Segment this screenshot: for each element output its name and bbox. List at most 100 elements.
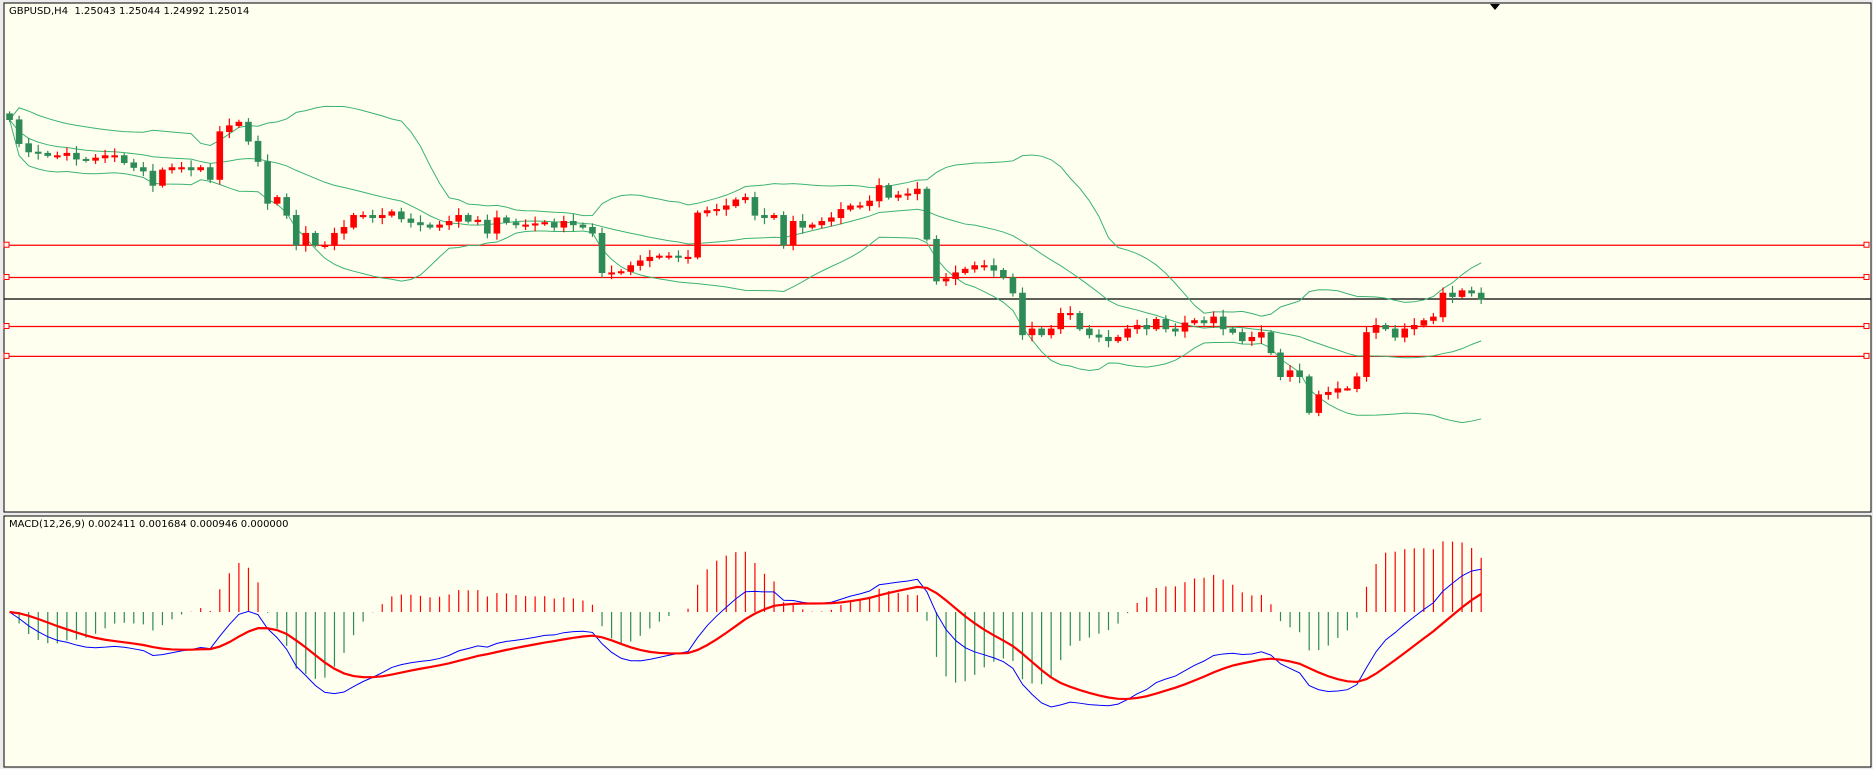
candle-body <box>1449 292 1456 297</box>
macd-layer <box>9 541 1482 708</box>
candle-body <box>1372 324 1380 333</box>
candle-body <box>608 272 615 275</box>
macd-panel <box>3 515 1872 768</box>
hline-handle-left <box>3 241 10 248</box>
candle-body <box>321 244 329 248</box>
candle-body <box>1344 388 1351 391</box>
candle-body <box>120 155 128 164</box>
candle-body <box>627 265 634 272</box>
candle-body <box>1277 352 1284 377</box>
candle-body <box>168 167 176 171</box>
candle-body <box>665 255 673 258</box>
candle-body <box>1162 319 1170 330</box>
candle-body <box>445 221 453 226</box>
candle-body <box>512 222 520 226</box>
candle-body <box>474 219 482 222</box>
price-layer <box>3 105 1871 424</box>
candle-body <box>847 205 854 210</box>
candle-body <box>761 215 768 219</box>
candle-body <box>254 140 262 162</box>
candle-body <box>713 209 721 212</box>
candle-body <box>1009 277 1017 294</box>
candle-body <box>1095 334 1103 338</box>
candle-body <box>1047 328 1055 336</box>
candle-body <box>1286 370 1294 377</box>
candle-body <box>101 155 109 159</box>
candle-body <box>82 158 90 161</box>
candle-body <box>1267 332 1275 354</box>
candle-body <box>1363 332 1370 377</box>
candle-body <box>235 121 243 126</box>
candle-body <box>1219 316 1227 330</box>
candle-body <box>302 232 310 246</box>
candle-body <box>1143 324 1151 330</box>
candle-body <box>952 272 959 279</box>
candle-body <box>1019 292 1026 336</box>
candle-body <box>904 193 912 196</box>
candle-body <box>130 162 138 168</box>
candle-body <box>1430 316 1437 321</box>
bollinger-lower <box>9 119 1482 424</box>
candle-body <box>1353 376 1361 389</box>
candle-body <box>245 121 252 142</box>
candle-body <box>340 226 348 234</box>
candle-body <box>92 157 99 161</box>
candle-body <box>560 221 568 228</box>
candle-body <box>292 215 300 246</box>
candle-body <box>751 197 759 216</box>
candle-body <box>1181 322 1189 332</box>
candle-body <box>398 211 405 220</box>
candle-body <box>1401 328 1409 338</box>
candle-body <box>675 255 682 258</box>
candle-body <box>1468 290 1475 294</box>
candle-body <box>206 167 214 180</box>
candle-body <box>426 224 434 228</box>
candle-body <box>503 217 510 223</box>
chart-header: GBPUSD,H4 1.25043 1.25044 1.24992 1.2501… <box>9 6 249 17</box>
hline-handle-right <box>1863 273 1870 280</box>
candle-body <box>770 215 778 219</box>
macd-label: MACD(12,26,9) 0.002411 0.001684 0.000946… <box>9 519 289 530</box>
candle-body <box>1238 332 1246 342</box>
candle-body <box>1133 324 1141 330</box>
candle-body <box>1324 391 1332 395</box>
ohlc-label: 1.25043 1.25044 1.24992 1.25014 <box>74 6 250 17</box>
candle-body <box>636 260 644 266</box>
candle-body <box>1258 332 1265 338</box>
hline-handle-left <box>3 273 10 280</box>
candle-body <box>25 143 32 153</box>
candle-body <box>34 151 42 154</box>
candle-body <box>656 255 663 258</box>
candle-body <box>866 200 873 207</box>
candle-body <box>1420 320 1428 326</box>
candle-body <box>732 199 740 207</box>
chart-shift-marker-icon[interactable] <box>1490 4 1500 10</box>
candle-body <box>1000 270 1007 278</box>
candle-body <box>1124 328 1131 338</box>
candle-body <box>331 232 338 246</box>
candle-body <box>1305 376 1313 413</box>
bollinger-upper <box>9 105 1482 317</box>
candle-body <box>436 224 443 228</box>
candle-body <box>818 221 826 226</box>
candle-body <box>1315 394 1323 413</box>
candle-body <box>885 185 893 198</box>
candle-body <box>1038 328 1045 336</box>
candle-body <box>1057 313 1065 330</box>
candle-body <box>541 222 548 225</box>
candle-body <box>312 232 319 246</box>
candle-body <box>933 238 940 282</box>
candle-body <box>1114 336 1122 342</box>
candle-body <box>1200 320 1208 324</box>
candle-body <box>579 224 587 228</box>
candle-body <box>1105 336 1112 342</box>
candle-body <box>1477 292 1485 300</box>
candle-body <box>369 215 376 219</box>
candle-body <box>1334 388 1342 393</box>
candle-body <box>273 197 281 204</box>
candle-body <box>808 224 816 228</box>
candle-body <box>54 155 61 158</box>
candle-body <box>378 215 386 219</box>
candle-body <box>789 221 797 246</box>
